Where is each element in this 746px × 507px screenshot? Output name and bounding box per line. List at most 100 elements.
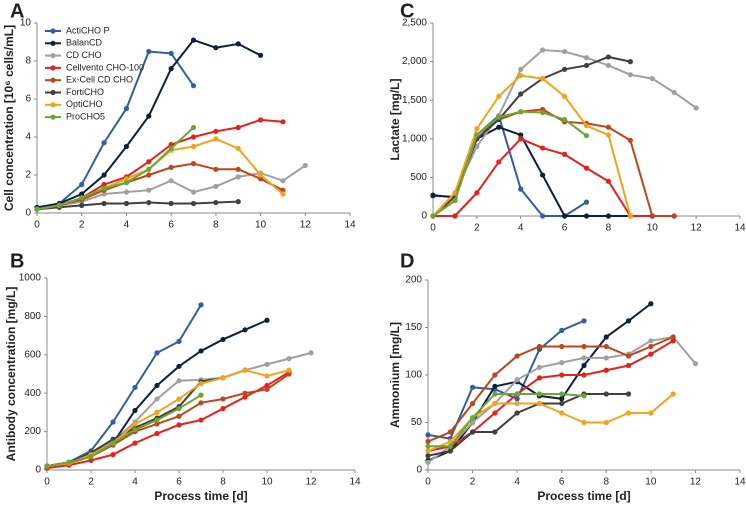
data-point (280, 119, 286, 125)
series-line (36, 126, 195, 211)
data-point (474, 132, 480, 138)
data-point (280, 187, 286, 193)
data-point (518, 91, 524, 97)
data-point (583, 165, 590, 171)
data-point (154, 350, 160, 356)
data-point (583, 62, 590, 69)
data-point (670, 334, 676, 340)
data-point (603, 343, 609, 350)
data-point (561, 151, 568, 157)
data-point (492, 391, 498, 397)
data-point (581, 419, 587, 426)
panel: A 0 2 4 6 8 10 12 14 0 2 4 6 8 10 Cell concentration [1… (2, 0, 356, 230)
data-point (514, 410, 520, 416)
data-point (627, 137, 633, 143)
data-point (559, 343, 565, 350)
data-point (649, 213, 655, 219)
data-point (603, 419, 609, 426)
data-point (496, 124, 502, 130)
data-point (561, 48, 568, 55)
data-point (168, 178, 174, 184)
data-point (603, 334, 609, 340)
legend-label: CD CHO (66, 50, 102, 60)
data-point (583, 123, 590, 129)
data-point (625, 391, 632, 397)
data-point (79, 202, 85, 208)
data-point (242, 390, 248, 396)
x-tick-label: 0 (44, 477, 50, 488)
data-point (693, 105, 699, 111)
legend-label: ProCHO5 (66, 111, 105, 121)
data-point (605, 178, 612, 184)
x-tick-label: 2 (474, 223, 480, 234)
legend-marker (50, 65, 56, 71)
data-point (213, 199, 219, 206)
data-point (514, 396, 520, 402)
series-line (36, 162, 284, 211)
y-tick-label: 0 (35, 465, 41, 476)
y-tick-label: 200 (405, 275, 422, 286)
x-tick-label: 12 (690, 477, 702, 488)
data-point (146, 199, 152, 206)
data-point (559, 396, 565, 402)
y-tick-label: 2 (25, 170, 31, 181)
x-tick-label: 14 (734, 477, 746, 488)
data-point (198, 392, 204, 398)
data-point (168, 66, 174, 72)
data-point (242, 394, 248, 400)
data-point (469, 400, 476, 407)
data-point (235, 124, 241, 131)
data-point (213, 45, 219, 51)
series-line (427, 339, 674, 452)
x-tick-label: 14 (734, 223, 746, 234)
data-point (168, 50, 174, 57)
x-tick-label: 6 (176, 477, 182, 488)
data-point (110, 436, 116, 442)
data-point (79, 191, 85, 197)
data-point (492, 372, 498, 378)
data-point (540, 213, 546, 219)
data-point (168, 145, 174, 151)
y-tick-label: 8 (25, 56, 31, 67)
data-point (146, 172, 152, 178)
series-line (432, 74, 632, 217)
data-point (627, 59, 633, 65)
data-point (627, 213, 633, 219)
data-point (625, 318, 632, 324)
data-point (447, 443, 453, 449)
data-point (603, 367, 609, 373)
data-point (430, 192, 436, 198)
data-point (154, 430, 160, 437)
data-point (605, 124, 612, 130)
data-point (581, 355, 587, 361)
data-point (561, 116, 568, 123)
x-tick-label: 2 (88, 477, 94, 488)
data-point (110, 419, 116, 425)
y-tick-label: 500 (410, 172, 427, 183)
data-point (648, 301, 654, 307)
data-point (425, 453, 431, 459)
legend-label: BalanCD (66, 38, 103, 48)
data-point (198, 302, 204, 308)
x-tick-label: 4 (132, 477, 138, 488)
data-point (559, 391, 565, 397)
data-point (561, 213, 568, 219)
data-point (213, 183, 219, 189)
y-tick-label: 150 (405, 322, 422, 333)
legend: ActiCHO P BalanCD CD CHO Cellvento CHO-100 E… (45, 25, 144, 121)
data-point (605, 132, 612, 138)
data-point (559, 400, 565, 407)
data-point (213, 128, 219, 134)
data-point (154, 417, 160, 423)
data-point (213, 136, 219, 142)
data-point (492, 429, 498, 435)
series-line (46, 394, 202, 468)
data-point (605, 54, 612, 60)
data-point (286, 367, 292, 373)
data-point (625, 410, 632, 416)
panel-label: D (400, 250, 414, 272)
x-tick-label: 8 (220, 477, 226, 488)
data-point (627, 72, 633, 78)
